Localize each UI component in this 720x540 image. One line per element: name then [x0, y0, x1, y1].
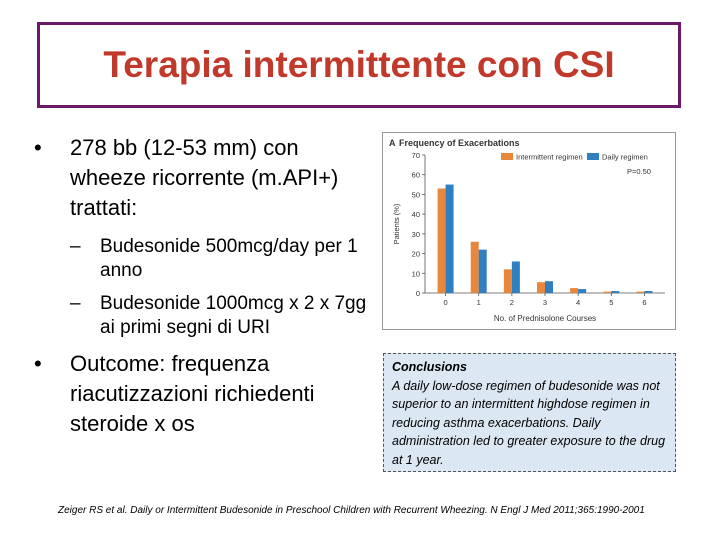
bullet-list: • 278 bb (12-53 mm) con wheeze ricorrent… — [28, 133, 373, 451]
legend-swatch — [587, 153, 599, 160]
sub-bullet-text: Budesonide 1000mcg x 2 x 7gg ai primi se… — [100, 293, 367, 338]
y-tick-label: 30 — [412, 230, 420, 239]
bullet-marker: • — [34, 135, 42, 160]
bar-daily — [478, 249, 487, 293]
legend-label: Intermittent regimen — [516, 153, 583, 162]
citation: Zeiger RS et al. Daily or Intermittent B… — [58, 505, 645, 516]
bar-intermittent — [570, 288, 579, 293]
bullet-item: • 278 bb (12-53 mm) con wheeze ricorrent… — [28, 133, 373, 223]
bullet-text: Outcome: frequenza riacutizzazioni richi… — [70, 351, 315, 436]
x-tick-label: 5 — [609, 298, 613, 307]
bar-intermittent — [636, 291, 645, 293]
bar-intermittent — [537, 282, 545, 293]
y-tick-label: 10 — [412, 269, 420, 278]
legend-swatch — [501, 153, 513, 160]
y-tick-label: 50 — [412, 190, 420, 199]
y-tick-label: 20 — [412, 250, 420, 259]
legend-label: Daily regimen — [602, 153, 648, 162]
bar-daily — [445, 184, 454, 293]
y-tick-label: 60 — [412, 171, 420, 180]
y-tick-label: 40 — [412, 210, 420, 219]
bullet-text: 278 bb (12-53 mm) con wheeze ricorrente … — [70, 135, 339, 220]
bar-intermittent — [603, 291, 612, 293]
bullet-item: • Outcome: frequenza riacutizzazioni ric… — [28, 349, 373, 439]
x-tick-label: 1 — [477, 298, 481, 307]
dash-marker: – — [70, 236, 81, 257]
y-axis-label: Patients (%) — [392, 203, 401, 244]
x-axis-label: No. of Prednisolone Courses — [494, 314, 596, 323]
bar-chart-svg: A Frequency of Exacerbations0102030405060… — [389, 138, 665, 323]
bar-intermittent — [503, 269, 512, 293]
bar-daily — [578, 289, 587, 293]
bar-daily — [545, 281, 553, 293]
bar-daily — [611, 291, 620, 293]
slide-title: Terapia intermittente con CSI — [103, 44, 615, 85]
conclusions-box: Conclusions A daily low-dose regimen of … — [383, 353, 676, 472]
x-tick-label: 0 — [443, 298, 447, 307]
bar-intermittent — [470, 241, 479, 293]
conclusions-text: A daily low-dose regimen of budesonide w… — [392, 378, 666, 467]
x-tick-label: 4 — [576, 298, 580, 307]
x-tick-label: 6 — [642, 298, 646, 307]
y-tick-label: 0 — [416, 289, 420, 298]
p-value-label: P=0.50 — [627, 167, 651, 176]
dash-marker: – — [70, 293, 81, 314]
x-tick-label: 3 — [543, 298, 547, 307]
title-box: Terapia intermittente con CSI — [37, 22, 681, 108]
x-tick-label: 2 — [510, 298, 514, 307]
sub-bullet-text: Budesonide 500mcg/day per 1 anno — [100, 236, 358, 281]
sub-bullet-item: – Budesonide 1000mcg x 2 x 7gg ai primi … — [70, 292, 373, 340]
chart-title: Frequency of Exacerbations — [399, 138, 520, 148]
bar-daily — [511, 261, 520, 293]
bar-intermittent — [437, 188, 446, 293]
bar-daily — [644, 291, 653, 293]
exacerbation-chart: A Frequency of Exacerbations 0 10 20 30 40 50 60… — [382, 132, 676, 330]
panel-label: A — [389, 138, 396, 148]
y-tick-label: 70 — [412, 151, 420, 160]
conclusions-heading: Conclusions — [392, 360, 468, 374]
sub-bullet-item: – Budesonide 500mcg/day per 1 anno — [70, 235, 373, 283]
bullet-marker: • — [34, 351, 42, 376]
